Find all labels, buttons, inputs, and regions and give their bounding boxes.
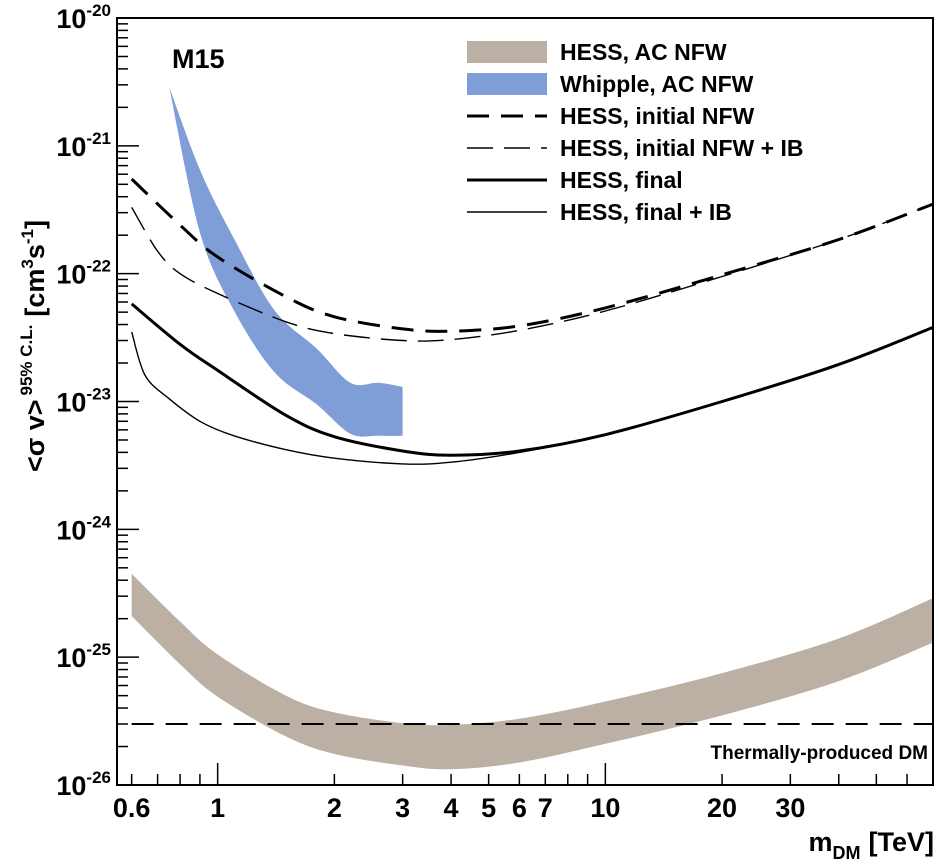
legend-label: Whipple, AC NFW — [560, 71, 754, 97]
x-axis: 0.6 1 2 3 4 5 6 7 10 20 30 — [113, 763, 934, 823]
band-series-0 — [131, 573, 933, 770]
x-tick-label: 30 — [775, 793, 805, 823]
x-tick-label: 1 — [210, 793, 225, 823]
legend-label: HESS, final + IB — [560, 199, 732, 225]
band-layer — [131, 86, 933, 770]
legend-label: HESS, AC NFW — [560, 39, 727, 65]
y-axis-title: <σ v>95% C.L.[cm3s-1] — [17, 220, 50, 472]
panel-label: M15 — [172, 44, 225, 74]
thermal-label: Thermally-produced DM — [711, 743, 928, 764]
x-tick-label: 0.6 — [113, 793, 151, 823]
legend-label: HESS, initial NFW — [560, 103, 755, 129]
x-tick-label: 4 — [444, 793, 459, 823]
y-tick-label: 10-24 — [56, 512, 111, 545]
x-tick-label: 5 — [481, 793, 496, 823]
x-axis-title: mDM [TeV] — [808, 827, 934, 863]
y-tick-label: 10-25 — [56, 640, 111, 673]
legend-label: HESS, final — [560, 167, 683, 193]
line-layer — [130, 177, 934, 726]
legend-swatch — [467, 41, 547, 63]
legend-label: HESS, initial NFW + IB — [560, 135, 803, 161]
x-tick-label: 7 — [538, 793, 553, 823]
x-tick-label: 10 — [590, 793, 620, 823]
y-tick-label: 10-21 — [56, 129, 111, 162]
x-tick-label: 6 — [512, 793, 527, 823]
band-series-1 — [169, 86, 403, 437]
line-series-3 — [131, 203, 934, 342]
legend: HESS, AC NFW Whipple, AC NFW HESS, initial… — [467, 39, 803, 225]
y-axis: 10-26 10-25 10-24 10-23 10-22 10-21 10-20 — [56, 1, 139, 801]
line-series-5 — [131, 326, 934, 465]
x-tick-label: 20 — [707, 793, 737, 823]
x-tick-label: 2 — [327, 793, 342, 823]
y-tick-label: 10-20 — [56, 1, 111, 34]
y-tick-label: 10-26 — [56, 768, 111, 801]
legend-swatch — [467, 73, 547, 95]
line-series-2 — [130, 177, 934, 333]
x-tick-label: 3 — [395, 793, 410, 823]
y-tick-label: 10-22 — [56, 257, 111, 290]
y-tick-label: 10-23 — [56, 385, 111, 418]
